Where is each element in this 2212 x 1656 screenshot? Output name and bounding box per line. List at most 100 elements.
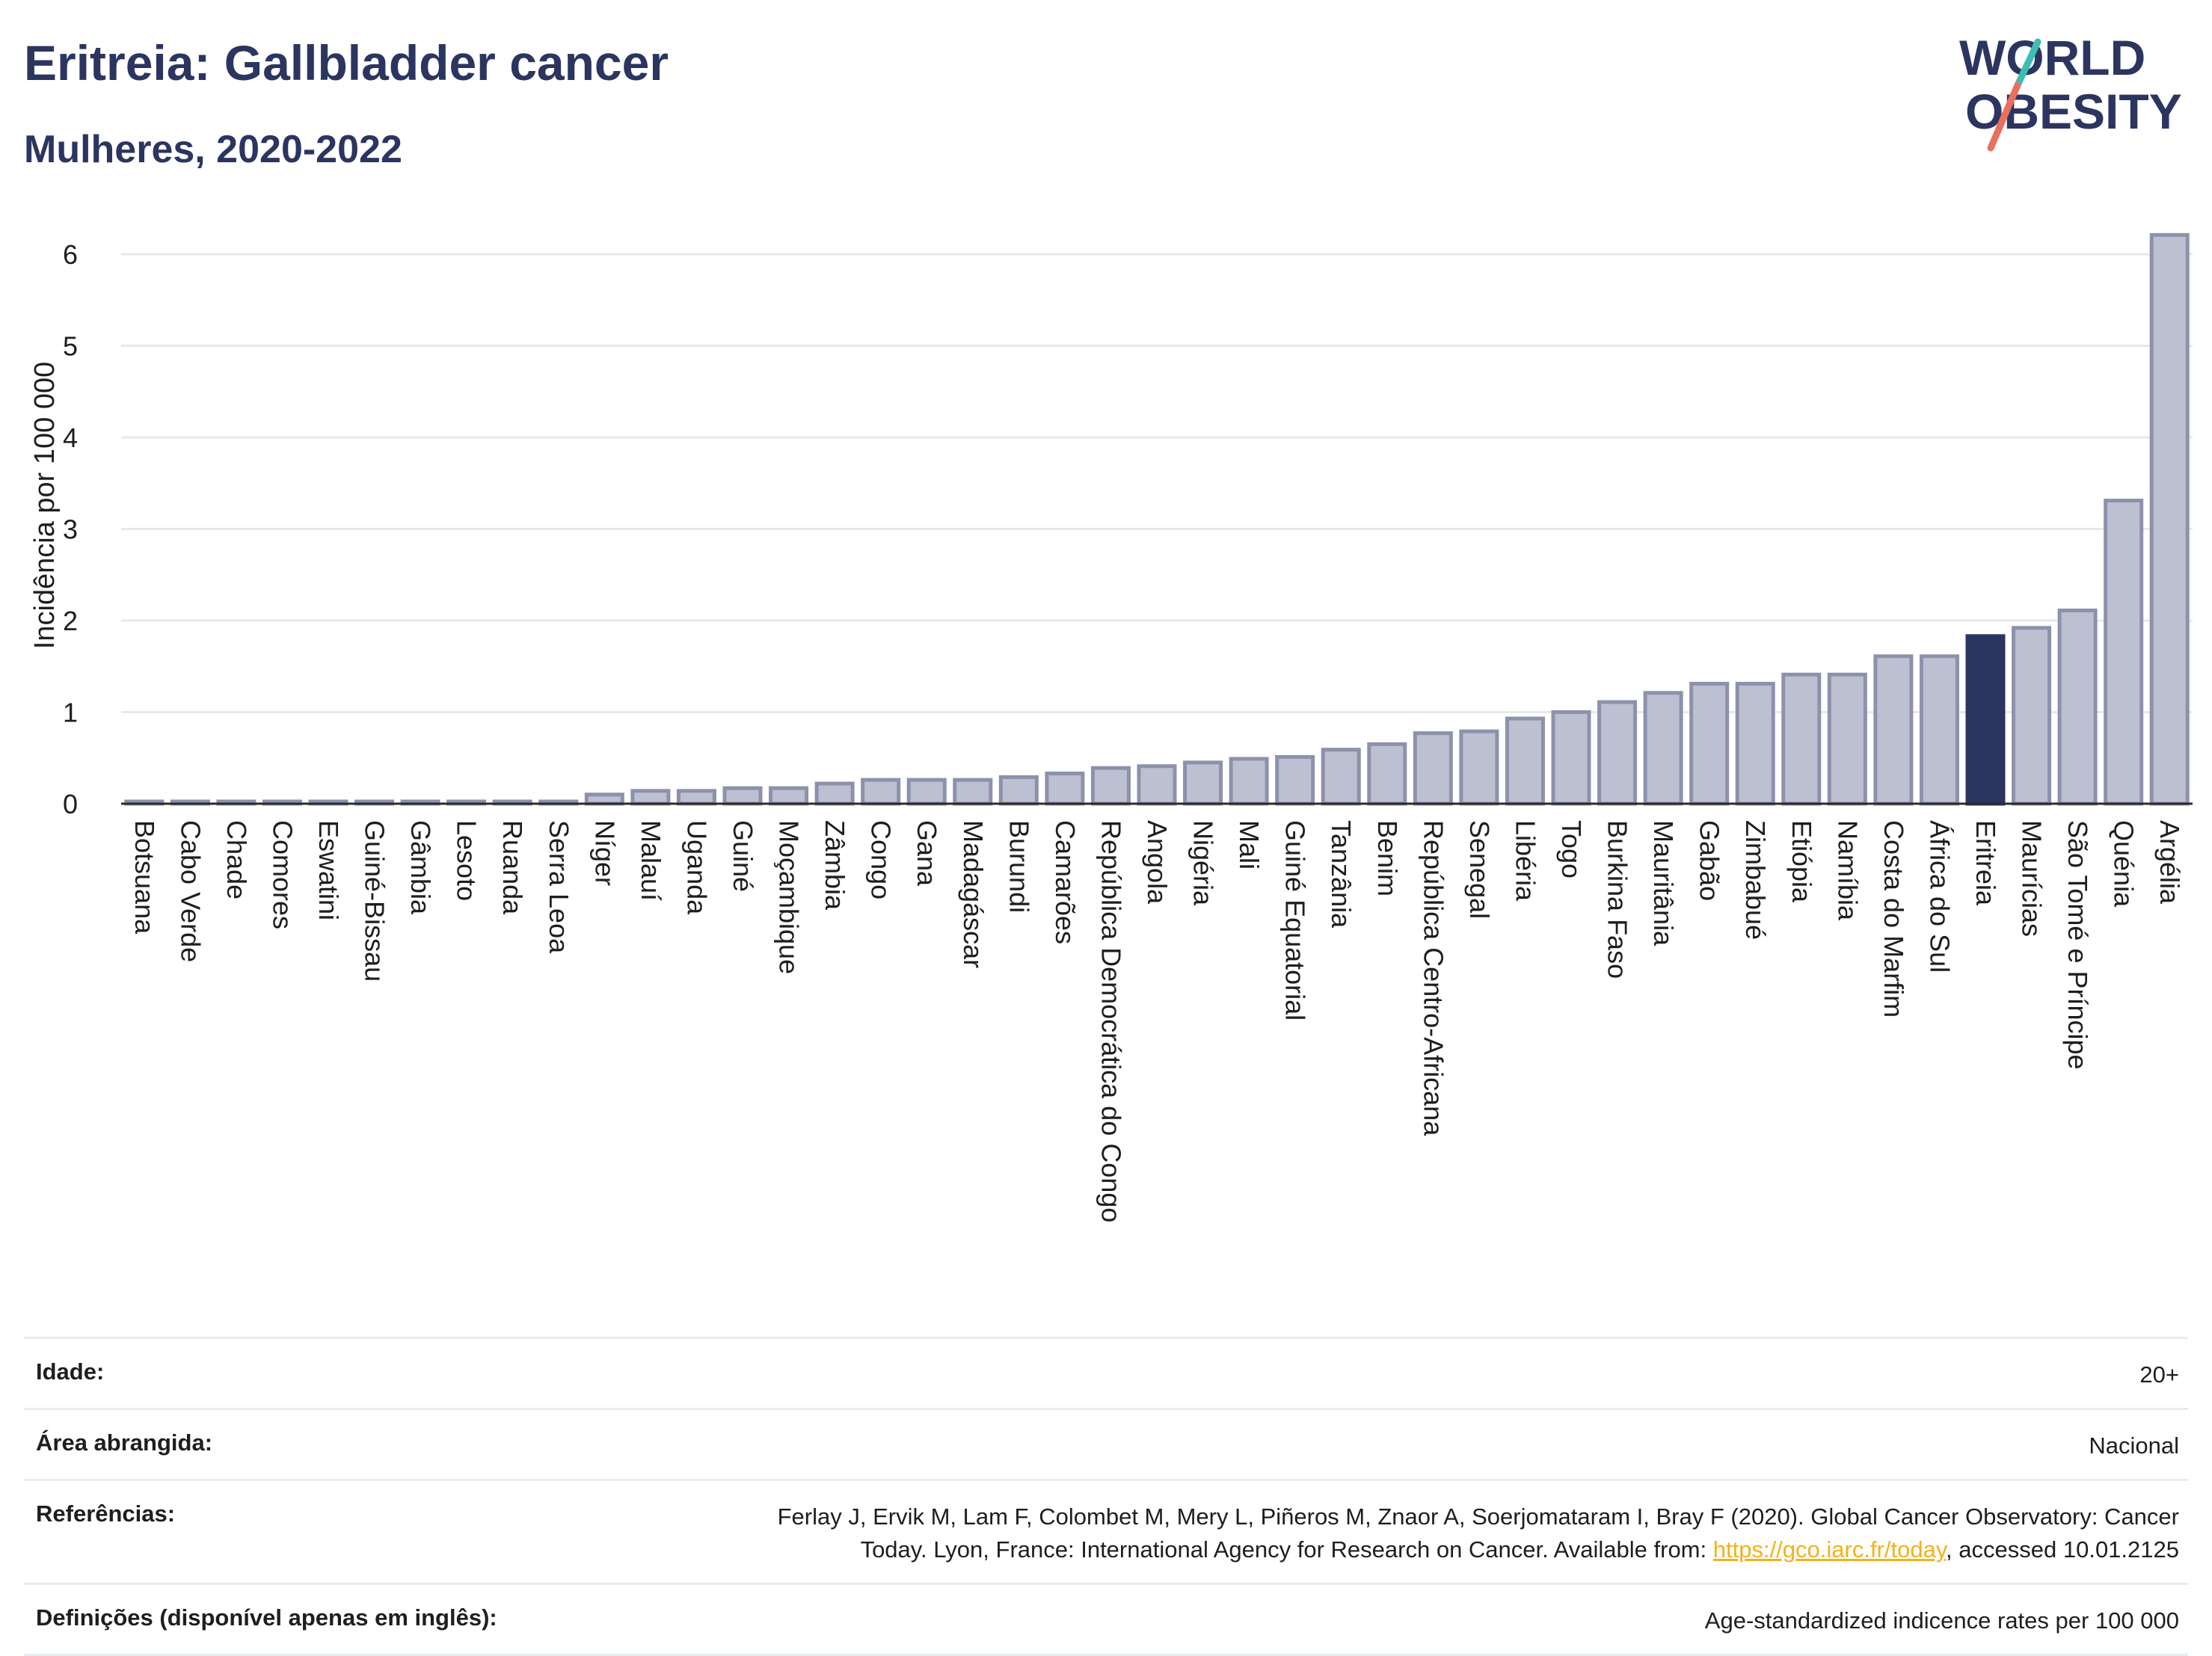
logo-slash-teal <box>2014 38 2042 89</box>
bar-gana <box>906 778 947 806</box>
bar-eritreia <box>1965 634 2006 806</box>
x-tick-label: Gâmbia <box>405 820 436 915</box>
bar-arg-lia <box>2149 233 2190 806</box>
x-tick-label: Uganda <box>681 820 712 915</box>
x-tick-label: Togo <box>1556 820 1587 878</box>
meta-label-references: Referências: <box>36 1500 176 1527</box>
reference-text-line1: Ferlay J, Ervik M, Lam F, Colombet M, Me… <box>777 1503 2179 1530</box>
bar-rep-blica-democr-tica-do-congo <box>1090 766 1131 806</box>
x-tick-label: Madagáscar <box>958 820 989 968</box>
x-tick-label: Guiné <box>728 820 758 892</box>
bar-eti-pia <box>1781 672 1822 806</box>
bar-costa-do-marfim <box>1873 654 1914 806</box>
bar-mo-ambique <box>769 786 809 806</box>
x-tick-label: Burundi <box>1004 820 1034 913</box>
x-tick-label: Cabo Verde <box>175 820 206 962</box>
x-tick-label: Mauritânia <box>1648 820 1679 946</box>
bar-malau- <box>630 789 671 806</box>
world-obesity-logo: WORLD OBESITY <box>1959 30 2182 152</box>
x-tick-label: Eritreia <box>1970 820 2001 906</box>
x-tick-label: Lesoto <box>452 820 482 901</box>
meta-label-age: Idade: <box>36 1358 105 1385</box>
x-tick-label: Etiópia <box>1787 820 1817 903</box>
logo-text-world: WORLD <box>1959 30 2145 85</box>
y-tick-label: 2 <box>63 606 78 636</box>
bars <box>124 233 2190 806</box>
x-tick-label: Comores <box>267 820 298 929</box>
x-tick-label: Eswatini <box>313 820 344 920</box>
x-tick-label: Botsuana <box>129 820 160 935</box>
bar-z-mbia <box>814 781 855 806</box>
bar-rep-blica-centro-africana <box>1413 731 1453 806</box>
x-tick-label: Camarões <box>1050 820 1081 944</box>
x-tick-label: Ruanda <box>497 820 528 915</box>
x-tick-label: Senegal <box>1464 820 1495 919</box>
bar-s-o-tom-e-pr-ncipe <box>2057 609 2098 806</box>
bar-maur-cias <box>2012 626 2052 806</box>
bar-qu-nia <box>2104 499 2144 806</box>
meta-value-age: 20+ <box>2139 1361 2179 1388</box>
reference-text-accessed: , accessed 10.01.2125 <box>1946 1536 2179 1563</box>
x-tick-label: Namíbia <box>1832 820 1863 921</box>
y-axis-label: Incidência por 100 000 <box>29 362 61 650</box>
x-tick-label: Tanzânia <box>1326 820 1357 929</box>
x-tick-label: Moçambique <box>774 820 805 974</box>
x-tick-label: Argélia <box>2154 820 2185 905</box>
meta-row-age: Idade: 20+ <box>24 1337 2188 1408</box>
y-tick-label: 6 <box>63 239 78 270</box>
y-tick-label: 1 <box>63 698 78 728</box>
bar-togo <box>1551 710 1591 806</box>
x-axis-labels: Botsuana Cabo Verde Chade Comores Eswatini Gu… <box>129 820 2185 1222</box>
meta-value-definitions: Age-standardized indicence rates per 100… <box>1704 1607 2179 1634</box>
bar-lib-ria <box>1505 716 1545 806</box>
bar-tanz-nia <box>1321 748 1361 806</box>
bar-maurit-nia <box>1643 691 1683 806</box>
bar-congo <box>861 778 901 806</box>
x-tick-label: Maurícias <box>2017 820 2047 937</box>
y-tick-label: 0 <box>63 789 78 819</box>
x-tick-label: Costa do Marfim <box>1878 820 1909 1018</box>
x-tick-label: Gana <box>912 820 942 887</box>
y-tick-label: 3 <box>63 514 78 545</box>
grid-lines <box>121 253 2193 713</box>
x-tick-label: Burkina Faso <box>1603 820 1633 979</box>
bar-gab-o <box>1689 682 1730 806</box>
reference-link[interactable]: https://gco.iarc.fr/today <box>1712 1536 1947 1563</box>
bar-uganda <box>676 789 716 806</box>
x-tick-label: Guiné-Bissau <box>360 820 390 982</box>
bar-zimbabu- <box>1735 682 1775 806</box>
x-tick-label: Zimbabué <box>1740 820 1771 940</box>
page-subtitle: Mulheres, 2020-2022 <box>24 128 402 171</box>
meta-value-area: Nacional <box>2089 1432 2179 1459</box>
bar-chart: 0 1 2 3 4 5 6 Botsuana Cabo Verde Chade Comores Es… <box>29 233 2193 1222</box>
bar-nig-ria <box>1183 760 1223 806</box>
meta-label-area: Área abrangida: <box>36 1429 213 1456</box>
meta-row-definitions: Definições (disponível apenas em inglês)… <box>24 1583 2188 1656</box>
x-tick-label: Nigéria <box>1188 820 1219 906</box>
bar-guin-equatorial <box>1275 755 1315 806</box>
logo-slash-coral <box>1987 81 2021 152</box>
x-tick-label: Benim <box>1372 820 1403 896</box>
bar-nam-bia <box>1827 672 1867 806</box>
x-tick-label: Serra Leoa <box>544 820 574 954</box>
x-tick-label: Chade <box>221 820 252 899</box>
bar-senegal <box>1459 729 1499 806</box>
x-tick-label: Angola <box>1142 820 1173 905</box>
y-axis-ticks: 0 1 2 3 4 5 6 <box>63 239 78 819</box>
meta-label-definitions: Definições (disponível apenas em inglês)… <box>36 1604 497 1631</box>
bar-n-ger <box>584 792 624 806</box>
x-tick-label: Quénia <box>2109 820 2139 908</box>
x-tick-label: Zâmbia <box>820 820 850 911</box>
x-tick-label: República Centro-Africana <box>1418 820 1448 1136</box>
meta-row-references: Referências: Ferlay J, Ervik M, Lam F, C… <box>24 1479 2188 1583</box>
bar-burkina-faso <box>1597 700 1638 806</box>
x-tick-label: África do Sul <box>1924 820 1955 973</box>
metadata-table: Idade: 20+ Área abrangida: Nacional Refe… <box>24 1337 2188 1656</box>
bar-camar-es <box>1045 772 1085 806</box>
meta-row-area: Área abrangida: Nacional <box>24 1408 2188 1479</box>
x-tick-label: Gabão <box>1695 820 1725 901</box>
x-tick-label: Guiné Equatorial <box>1280 820 1311 1021</box>
y-tick-label: 5 <box>63 331 78 362</box>
reference-text-line2: Today. Lyon, France: International Agenc… <box>860 1536 1713 1563</box>
bar-burundi <box>998 775 1039 806</box>
